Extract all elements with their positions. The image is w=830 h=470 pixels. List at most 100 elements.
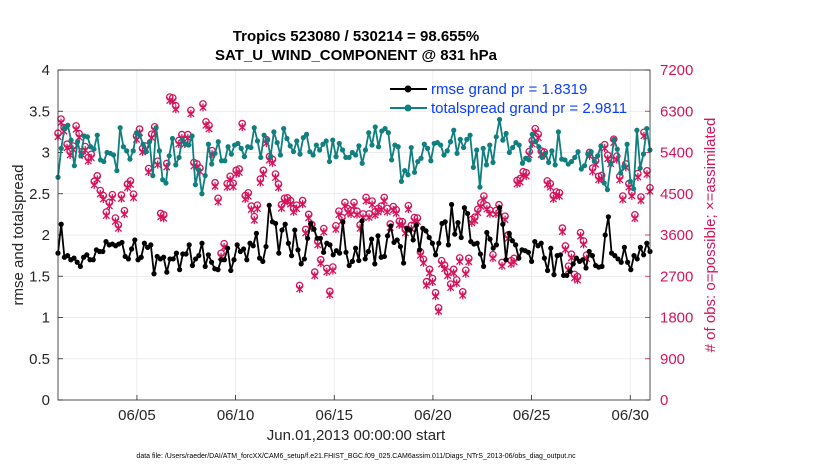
obs-assimilated-marker — [619, 195, 627, 204]
series-point-rmse — [628, 267, 634, 273]
series-point-rmse — [148, 242, 154, 248]
series-point-totalspread — [222, 158, 228, 164]
obs-assimilated-marker — [99, 195, 107, 204]
obs-assimilated-marker — [214, 197, 222, 206]
series-point-totalspread — [261, 132, 267, 138]
series-point-rmse — [183, 251, 189, 257]
series-point-totalspread — [248, 144, 254, 151]
series-point-totalspread — [631, 186, 637, 192]
series-point-totalspread — [447, 139, 454, 145]
y-left-tick-label: 1 — [42, 310, 50, 327]
obs-assimilated-marker — [392, 209, 400, 218]
legend-rmse-label: rmse grand pr = 1.8319 — [431, 81, 587, 98]
obs-assimilated-marker — [453, 279, 461, 288]
series-point-totalspread — [196, 167, 202, 173]
series-point-rmse — [644, 240, 650, 246]
obs-assimilated-marker — [428, 277, 437, 286]
series-point-rmse — [417, 247, 423, 253]
series-point-rmse — [641, 252, 647, 258]
series-point-rmse — [513, 242, 519, 248]
obs-assimilated-marker — [480, 195, 488, 204]
y-left-tick-label: 4 — [42, 62, 50, 79]
series-point-rmse — [474, 240, 480, 246]
series-point-rmse — [343, 249, 349, 255]
series-point-totalspread — [398, 178, 405, 184]
series-point-totalspread — [333, 154, 339, 160]
series-point-rmse — [493, 242, 499, 248]
series-point-totalspread — [359, 160, 365, 166]
series-point-rmse — [564, 272, 570, 279]
series-point-totalspread — [241, 154, 248, 160]
series-point-totalspread — [487, 142, 493, 148]
series-point-totalspread — [424, 145, 431, 151]
series-point-rmse — [605, 214, 612, 220]
obs-assimilated-marker — [102, 211, 110, 220]
y-right-tick-label: 0 — [660, 392, 668, 409]
obs-assimilated-marker — [362, 196, 370, 205]
series-point-totalspread — [460, 144, 467, 151]
series-point-totalspread — [65, 122, 71, 128]
series-point-totalspread — [353, 152, 359, 158]
series-point-rmse — [410, 237, 416, 243]
obs-assimilated-marker — [329, 266, 337, 275]
series-point-rmse — [369, 236, 375, 242]
series-point-rmse — [193, 256, 199, 262]
obs-assimilated-marker — [450, 268, 458, 277]
series-point-rmse — [221, 257, 227, 263]
series-point-rmse — [551, 272, 557, 278]
series-point-rmse — [129, 246, 135, 252]
series-point-totalspread — [389, 157, 395, 163]
series-point-totalspread — [127, 156, 133, 162]
y-axis-left-label: rmse and totalspread — [10, 165, 27, 306]
series-point-rmse — [615, 256, 621, 262]
series-point-rmse — [311, 226, 317, 232]
series-point-rmse — [442, 219, 448, 225]
obs-assimilated-marker — [567, 253, 576, 262]
obs-assimilated-marker — [558, 227, 567, 236]
legend-spread-label: totalspread grand pr = 2.9811 — [431, 100, 627, 117]
obs-assimilated-marker — [229, 182, 237, 191]
series-point-totalspread — [166, 153, 172, 159]
series-point-rmse — [100, 248, 106, 255]
series-point-totalspread — [516, 142, 522, 148]
series-point-totalspread — [114, 168, 120, 174]
series-point-totalspread — [627, 178, 633, 184]
series-point-rmse — [189, 262, 195, 269]
series-point-totalspread — [536, 144, 542, 150]
series-point-rmse — [541, 255, 548, 261]
series-point-totalspread — [549, 148, 555, 154]
series-point-rmse — [353, 245, 359, 251]
y-left-tick-label: 3.5 — [29, 103, 50, 120]
series-point-rmse — [231, 257, 237, 263]
series-point-totalspread — [356, 143, 362, 149]
obs-assimilated-marker — [187, 109, 195, 118]
series-point-rmse — [455, 220, 461, 226]
obs-assimilated-marker — [377, 205, 385, 214]
obs-assimilated-marker — [317, 259, 325, 268]
y-left-tick-label: 3 — [42, 145, 50, 162]
obs-assimilated-marker — [347, 210, 355, 219]
obs-assimilated-marker — [522, 172, 530, 181]
series-point-rmse — [308, 220, 314, 227]
series-point-totalspread — [418, 155, 424, 161]
series-point-totalspread — [581, 163, 588, 169]
series-point-totalspread — [111, 152, 117, 158]
series-point-totalspread — [202, 173, 208, 179]
obs-assimilated-marker — [332, 225, 340, 234]
obs-assimilated-marker — [380, 196, 388, 205]
series-point-rmse — [538, 240, 544, 246]
obs-assimilated-marker — [419, 258, 428, 267]
series-point-totalspread — [405, 172, 411, 178]
series-point-rmse — [449, 201, 455, 208]
series-point-totalspread — [156, 148, 162, 154]
obs-assimilated-marker — [160, 214, 168, 223]
series-point-rmse — [90, 257, 96, 263]
series-point-rmse — [301, 256, 307, 262]
obs-assimilated-marker — [434, 307, 443, 316]
series-point-rmse — [205, 252, 211, 258]
series-point-totalspread — [192, 182, 198, 188]
series-point-totalspread — [225, 144, 231, 150]
obs-assimilated-marker — [616, 175, 624, 184]
series-point-totalspread — [264, 137, 270, 143]
obs-assimilated-marker — [295, 284, 304, 293]
